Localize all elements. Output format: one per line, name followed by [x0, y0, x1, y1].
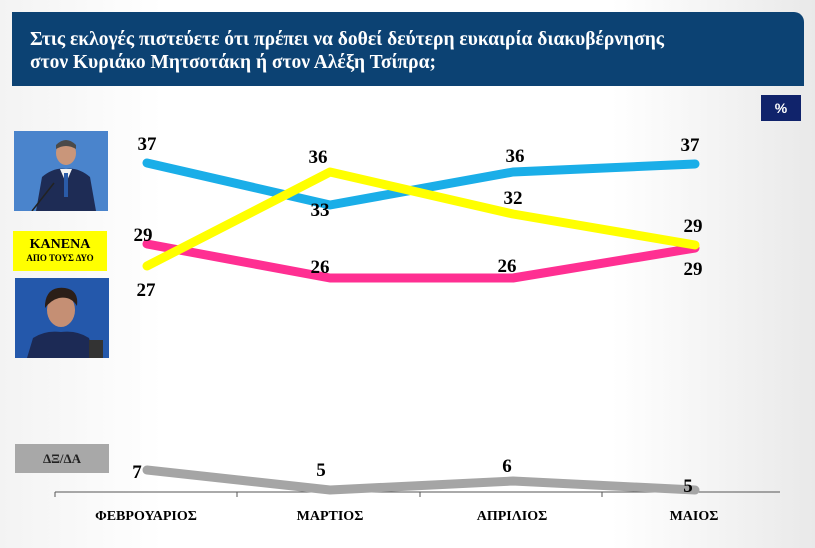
month-label-apr: ΑΠΡΙΛΙΟΣ: [477, 509, 548, 524]
percent-unit-badge: %: [761, 95, 801, 121]
label-tsipras-mar: 26: [311, 257, 330, 278]
legend-kanena-label: ΚΑΝΕΝΑ: [29, 237, 91, 252]
month-label-mar: ΜΑΡΤΙΟΣ: [297, 509, 364, 524]
label-mitsotakis-mar: 33: [311, 200, 330, 221]
title-line-1: Στις εκλογές πιστεύετε ότι πρέπει να δοθ…: [30, 29, 665, 50]
month-label-feb: ΦΕΒΡΟΥΑΡΙΟΣ: [95, 509, 197, 524]
label-tsipras-apr: 26: [498, 256, 517, 277]
series-mitsotakis-line: [142, 158, 700, 210]
label-tsipras-feb: 29: [134, 225, 153, 246]
title-line-2: στον Κυριάκο Μητσοτάκη ή στον Αλέξη Τσίπ…: [30, 52, 436, 73]
label-dk-apr: 6: [502, 456, 512, 477]
person-portrait-icon: [14, 131, 108, 211]
label-kanena-apr: 32: [504, 188, 523, 209]
label-dk-may: 5: [683, 476, 693, 497]
series-tsipras-line: [142, 239, 700, 283]
person-portrait-icon: [15, 278, 109, 358]
label-dk-mar: 5: [316, 460, 326, 481]
mitsotakis-photo: [14, 131, 108, 211]
label-kanena-feb: 27: [137, 280, 157, 301]
label-tsipras-may: 29: [684, 259, 703, 280]
tsipras-photo: [15, 278, 109, 358]
series-kanena-line: [142, 167, 700, 271]
label-kanena-mar: 36: [309, 147, 328, 168]
question-title-banner: Στις εκλογές πιστεύετε ότι πρέπει να δοθ…: [12, 12, 804, 86]
label-mitsotakis-may: 37: [681, 135, 701, 156]
legend-kanena-sublabel: ΑΠΟ ΤΟΥΣ ΔΥΟ: [26, 253, 94, 263]
legend-dont-know: ΔΞ/ΔΑ: [15, 444, 109, 473]
series-dk-line: [142, 465, 700, 495]
label-kanena-may: 29: [684, 216, 703, 237]
label-mitsotakis-apr: 36: [506, 146, 525, 167]
label-mitsotakis-feb: 37: [138, 134, 158, 155]
label-dk-feb: 7: [132, 462, 142, 483]
legend-none-of-the-two: ΚΑΝΕΝΑ ΑΠΟ ΤΟΥΣ ΔΥΟ: [13, 231, 107, 271]
month-label-may: ΜΑΙΟΣ: [670, 509, 719, 524]
